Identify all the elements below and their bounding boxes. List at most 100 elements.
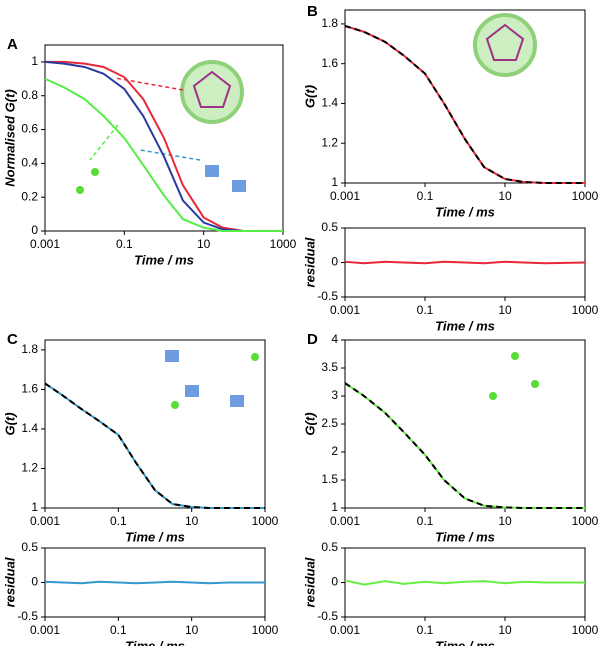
y-tick-label: 1.8 <box>21 342 38 356</box>
x-tick-label: 0.001 <box>30 514 60 528</box>
y-axis-label: Normalised G(t) <box>2 89 17 187</box>
panel-label: C <box>7 331 18 348</box>
y-tick-label: 2.5 <box>321 416 338 430</box>
y-tick-label: 1.2 <box>321 135 338 149</box>
y-axis-label: G(t) <box>302 412 317 435</box>
y-tick-label: 0.4 <box>21 156 38 170</box>
data-line <box>44 580 265 585</box>
y-axis-label: residual <box>2 557 17 607</box>
data-line <box>44 382 265 509</box>
x-tick-label: 1000 <box>252 623 279 637</box>
y-tick-label: 1.2 <box>21 461 38 475</box>
data-line <box>44 77 283 232</box>
dye-icon <box>251 353 259 361</box>
x-tick-label: 1000 <box>572 303 599 317</box>
x-tick-label: 0.1 <box>417 623 434 637</box>
x-tick-label: 10 <box>498 623 512 637</box>
y-tick-label: 0.8 <box>21 88 38 102</box>
y-tick-label: 0.5 <box>321 540 338 554</box>
y-tick-label: 1.6 <box>321 56 338 70</box>
plot-frame <box>344 9 586 184</box>
x-tick-label: 0.001 <box>30 623 60 637</box>
data-line <box>45 60 283 232</box>
y-axis-label: G(t) <box>2 412 17 435</box>
x-axis-label: Time / ms <box>134 252 194 267</box>
y-tick-label: 1.4 <box>21 421 38 435</box>
dye-icon <box>489 392 497 400</box>
panel-label: D <box>307 331 318 348</box>
y-tick-label: -0.5 <box>317 609 338 623</box>
x-tick-label: 0.1 <box>110 623 127 637</box>
x-tick-label: 10 <box>185 514 199 528</box>
pointer <box>89 124 119 161</box>
y-tick-label: -0.5 <box>17 609 38 623</box>
x-tick-label: 1000 <box>252 514 279 528</box>
y-tick-label: 0 <box>331 575 338 589</box>
data-line <box>344 260 586 265</box>
y-tick-label: 1.5 <box>321 472 338 486</box>
x-tick-label: 0.001 <box>330 303 360 317</box>
y-tick-label: 2 <box>331 444 338 458</box>
y-tick-label: 1 <box>331 500 338 514</box>
x-axis-label: Time / ms <box>435 638 495 646</box>
data-line <box>344 579 585 586</box>
protein-icon <box>232 180 246 192</box>
x-tick-label: 0.1 <box>417 514 434 528</box>
dye-icon <box>511 352 519 360</box>
x-tick-label: 10 <box>498 303 512 317</box>
dye-icon <box>91 168 99 176</box>
x-axis-label: Time / ms <box>435 204 495 219</box>
y-axis-label: residual <box>302 557 317 607</box>
protein-icon <box>230 395 244 407</box>
data-line <box>344 24 585 184</box>
y-tick-label: 0 <box>331 255 338 269</box>
x-tick-label: 0.1 <box>110 514 127 528</box>
dye-icon <box>531 380 539 388</box>
panel-label: B <box>307 3 318 20</box>
cage-icon <box>192 70 232 108</box>
dye-icon <box>76 186 84 194</box>
data-line <box>344 24 585 184</box>
x-tick-label: 0.001 <box>330 623 360 637</box>
y-tick-label: 1 <box>31 500 38 514</box>
y-axis-label: G(t) <box>302 85 317 108</box>
y-tick-label: 0.5 <box>321 220 338 234</box>
protein-icon <box>165 350 179 362</box>
y-tick-label: 1.4 <box>321 96 338 110</box>
y-tick-label: 1.6 <box>21 382 38 396</box>
plot-frame <box>344 339 586 509</box>
y-tick-label: 1 <box>31 54 38 68</box>
plot-frame <box>44 44 284 232</box>
y-tick-label: 0.5 <box>21 540 38 554</box>
data-line <box>344 382 585 509</box>
y-tick-label: 1.8 <box>321 16 338 30</box>
liposome-icon <box>180 60 244 124</box>
protein-icon <box>205 165 219 177</box>
x-tick-label: 0.001 <box>330 189 360 203</box>
x-tick-label: 0.001 <box>30 237 60 251</box>
cage-icon <box>485 23 525 61</box>
x-tick-label: 10 <box>498 514 512 528</box>
x-tick-label: 0.001 <box>330 514 360 528</box>
y-tick-label: 4 <box>331 332 338 346</box>
x-tick-label: 1000 <box>572 623 599 637</box>
x-axis-label: Time / ms <box>435 529 495 544</box>
protein-icon <box>185 385 199 397</box>
x-tick-label: 10 <box>498 189 512 203</box>
plot-frame <box>44 339 266 509</box>
y-tick-label: 1 <box>331 175 338 189</box>
x-tick-label: 1000 <box>572 189 599 203</box>
x-tick-label: 0.1 <box>116 237 133 251</box>
y-tick-label: 0.2 <box>21 189 38 203</box>
panel-label: A <box>7 36 18 53</box>
x-tick-label: 10 <box>197 237 211 251</box>
illustrations <box>76 13 539 409</box>
x-axis-label: Time / ms <box>435 318 495 333</box>
liposome-icon <box>473 13 537 77</box>
y-tick-label: 0.6 <box>21 122 38 136</box>
x-tick-label: 0.1 <box>417 303 434 317</box>
x-tick-label: 10 <box>185 623 199 637</box>
pointer <box>114 77 184 91</box>
y-axis-label: residual <box>302 237 317 287</box>
